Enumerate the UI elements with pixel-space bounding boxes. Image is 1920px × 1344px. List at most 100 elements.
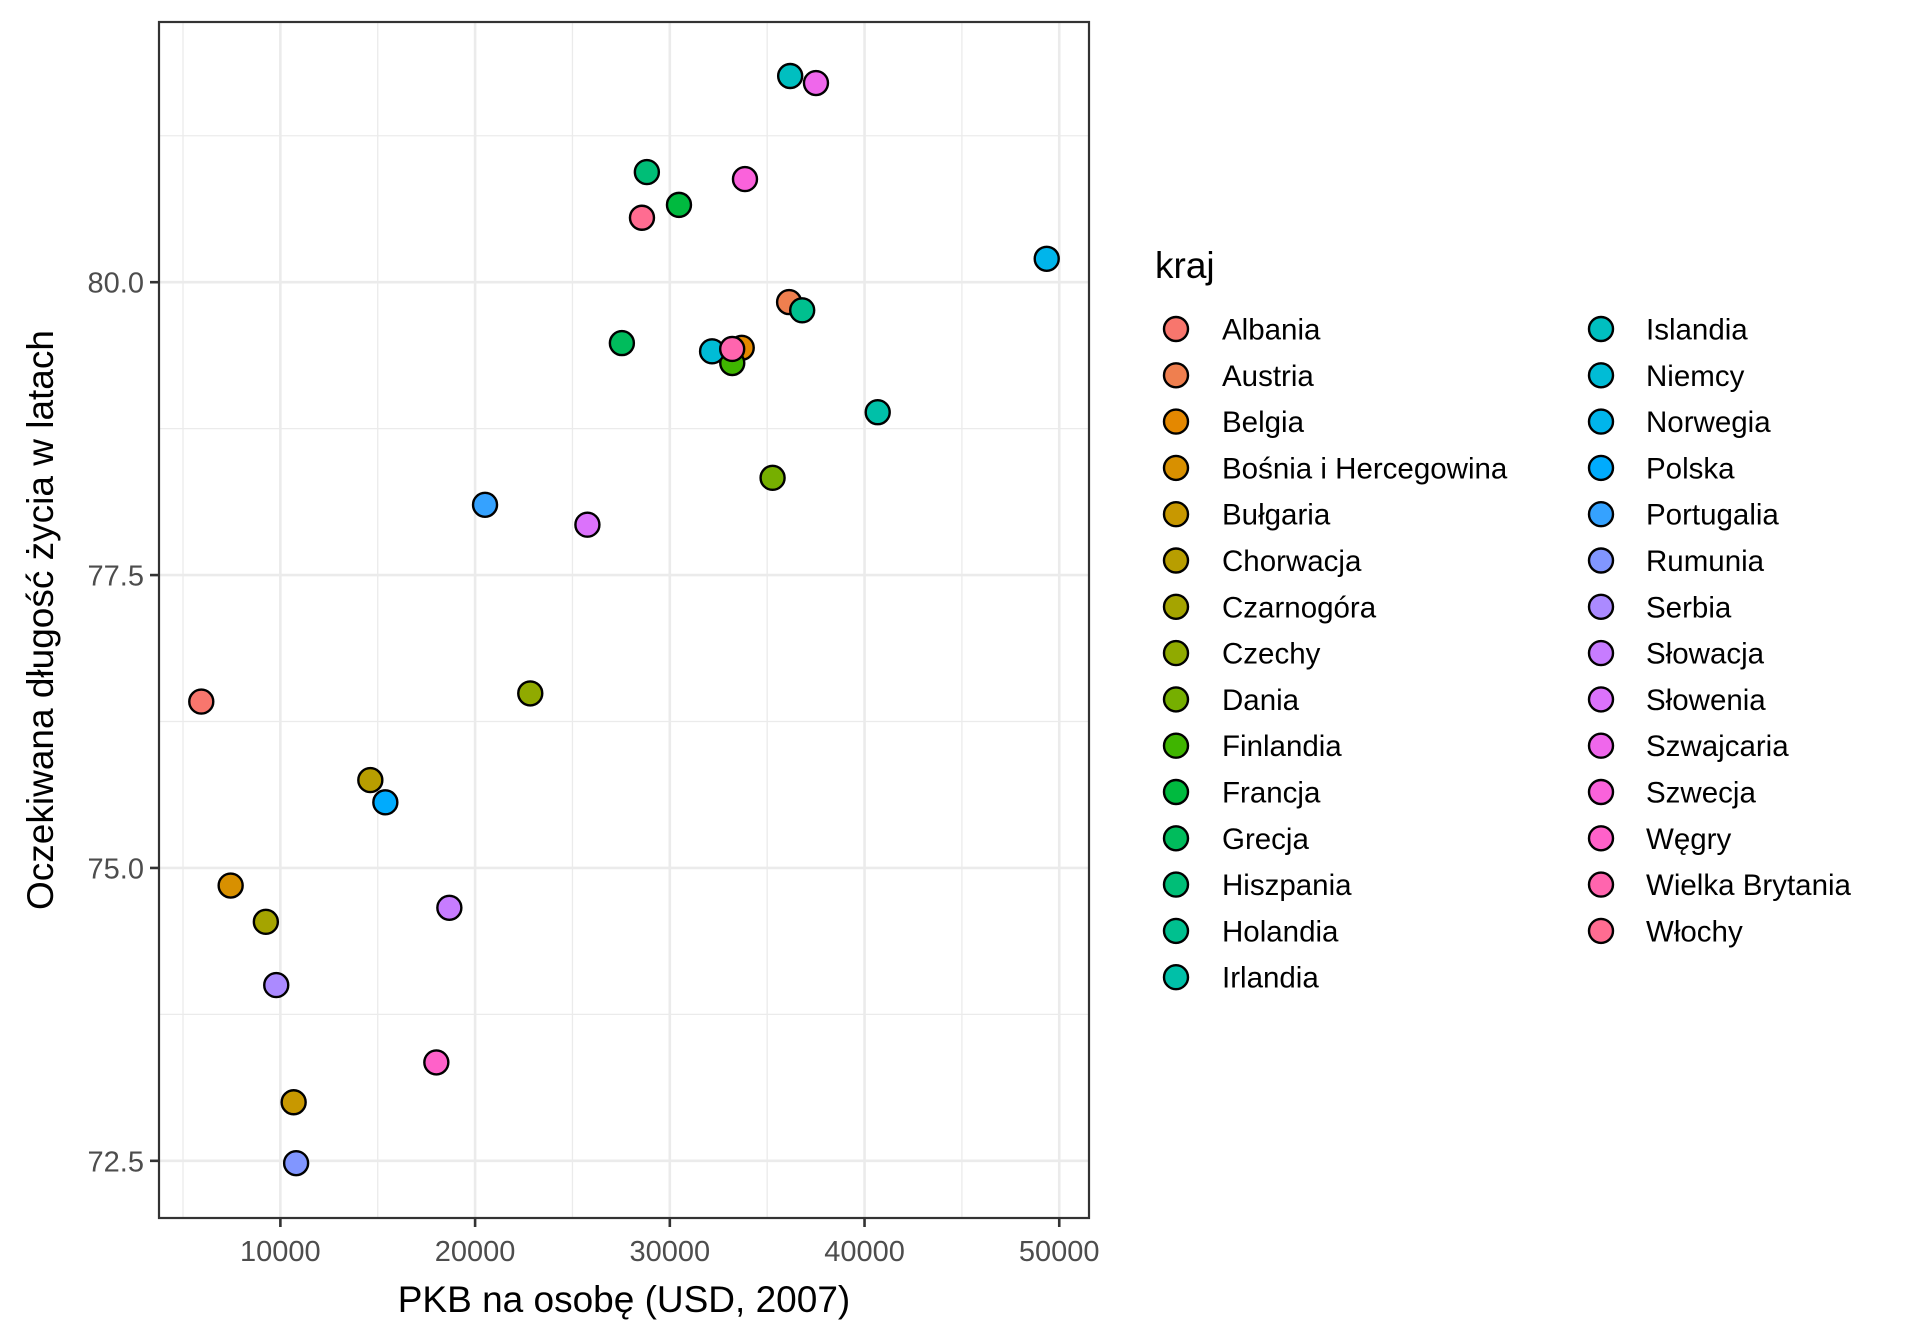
data-point-polska [372, 789, 399, 816]
legend-label: Portugalia [1646, 499, 1779, 532]
legend-item: Niemcy [1587, 360, 1745, 393]
legend-item: Norwegia [1587, 406, 1771, 439]
data-points [188, 62, 1060, 1177]
legend-item: Szwecja [1587, 777, 1756, 810]
legend-label: Szwecja [1646, 777, 1756, 810]
legend-item: Portugalia [1587, 499, 1779, 532]
y-tick-label: 80.0 [88, 268, 144, 300]
data-point-czechy [517, 680, 544, 707]
legend-key-icon [1587, 917, 1615, 945]
minor-gridlines [159, 22, 1089, 1218]
data-point-hiszpania [633, 158, 661, 186]
data-point-dania [759, 464, 786, 492]
legend-label: Albania [1222, 314, 1321, 347]
legend-label: Bułgaria [1222, 499, 1331, 532]
data-point-francja [665, 191, 693, 219]
legend-key-icon [1162, 639, 1190, 667]
data-point-chorwacja [357, 766, 384, 794]
legend-key-icon [1587, 501, 1615, 528]
x-axis-title: PKB na osobę (USD, 2007) [398, 1279, 850, 1320]
legend-label: Holandia [1222, 915, 1339, 948]
x-tick-label: 10000 [240, 1236, 321, 1268]
legend-key-icon [1587, 454, 1615, 482]
data-point-portugalia [471, 491, 499, 518]
legend-key-icon [1162, 732, 1190, 759]
legend-key-icon [1587, 593, 1615, 620]
legend-items: Albania Austria Belgia Bośnia i Hercegowina… [1162, 314, 1852, 995]
legend-label: Niemcy [1646, 360, 1745, 393]
data-point-holandia [788, 297, 816, 324]
panel-background [159, 22, 1089, 1218]
legend-item: Belgia [1162, 406, 1305, 439]
legend-label: Słowacja [1646, 638, 1765, 671]
legend-label: Czarnogóra [1222, 591, 1377, 624]
legend-label: Finlandia [1222, 730, 1342, 763]
legend-item: Serbia [1587, 591, 1732, 624]
y-tick-label: 77.5 [88, 561, 144, 593]
x-tick-label: 40000 [824, 1236, 905, 1268]
legend-item: Włochy [1587, 915, 1743, 948]
legend-key-icon [1587, 871, 1615, 898]
data-point-albania [188, 688, 215, 715]
data-point-szwajcaria [802, 69, 830, 97]
legend-key-icon [1587, 408, 1615, 435]
major-gridlines [159, 22, 1089, 1218]
data-point-islandia [776, 62, 804, 90]
legend-label: Chorwacja [1222, 545, 1362, 578]
panel-border [157, 20, 1091, 1220]
data-point-bośnia-i-hercegowina [217, 872, 244, 899]
legend-title: kraj [1155, 245, 1215, 286]
legend-key-icon [1162, 362, 1190, 389]
x-axis: 10000 20000 30000 40000 50000 [240, 1218, 1100, 1268]
legend-label: Serbia [1646, 591, 1732, 624]
legend-item: Czechy [1162, 638, 1321, 671]
legend-item: Szwajcaria [1587, 730, 1789, 763]
legend-item: Słowenia [1587, 684, 1766, 717]
legend-label: Francja [1222, 777, 1321, 810]
data-point-słowenia [574, 511, 601, 538]
data-point-irlandia [864, 399, 891, 426]
legend-label: Wielka Brytania [1646, 869, 1852, 902]
legend-item: Holandia [1162, 915, 1339, 948]
legend-label: Słowenia [1646, 684, 1766, 717]
data-point-słowacja [436, 894, 463, 921]
legend-item: Chorwacja [1162, 545, 1362, 578]
y-tick-label: 72.5 [88, 1146, 144, 1178]
legend-key-icon [1587, 315, 1615, 343]
legend-item: Wielka Brytania [1587, 869, 1852, 902]
legend-item: Polska [1587, 452, 1735, 485]
data-point-grecja [608, 329, 636, 357]
legend-label: Polska [1646, 452, 1735, 485]
plot-panel [157, 20, 1091, 1220]
data-point-włochy [628, 204, 656, 231]
legend-label: Islandia [1646, 314, 1748, 347]
data-point-wielka-brytania [718, 335, 746, 363]
data-point-serbia [263, 971, 290, 999]
legend-item: Francja [1162, 777, 1321, 810]
data-point-czarnogóra [252, 908, 280, 936]
legend-item: Bułgaria [1162, 499, 1331, 532]
legend-label: Belgia [1222, 406, 1305, 439]
legend-key-icon [1587, 547, 1615, 574]
legend-key-icon [1162, 871, 1190, 898]
legend-label: Hiszpania [1222, 869, 1352, 902]
legend-key-icon [1162, 825, 1190, 852]
data-point-rumunia [282, 1149, 310, 1177]
legend-key-icon [1587, 778, 1615, 806]
legend-item: Islandia [1587, 314, 1748, 347]
legend-item: Rumunia [1587, 545, 1765, 578]
legend-label: Grecja [1222, 823, 1309, 856]
legend-label: Czechy [1222, 638, 1321, 671]
legend-key-icon [1162, 593, 1190, 620]
legend: kraj Albania Austria Belgia Bośnia i Herceg… [1155, 245, 1852, 995]
y-tick-label: 75.0 [88, 853, 144, 885]
data-point-bułgaria [280, 1089, 307, 1116]
legend-key-icon [1587, 686, 1615, 713]
legend-item: Irlandia [1162, 962, 1319, 995]
legend-item: Słowacja [1587, 638, 1765, 671]
legend-item: Węgry [1587, 823, 1731, 856]
legend-label: Szwajcaria [1646, 730, 1789, 763]
legend-key-icon [1162, 408, 1190, 435]
legend-item: Dania [1162, 684, 1300, 717]
